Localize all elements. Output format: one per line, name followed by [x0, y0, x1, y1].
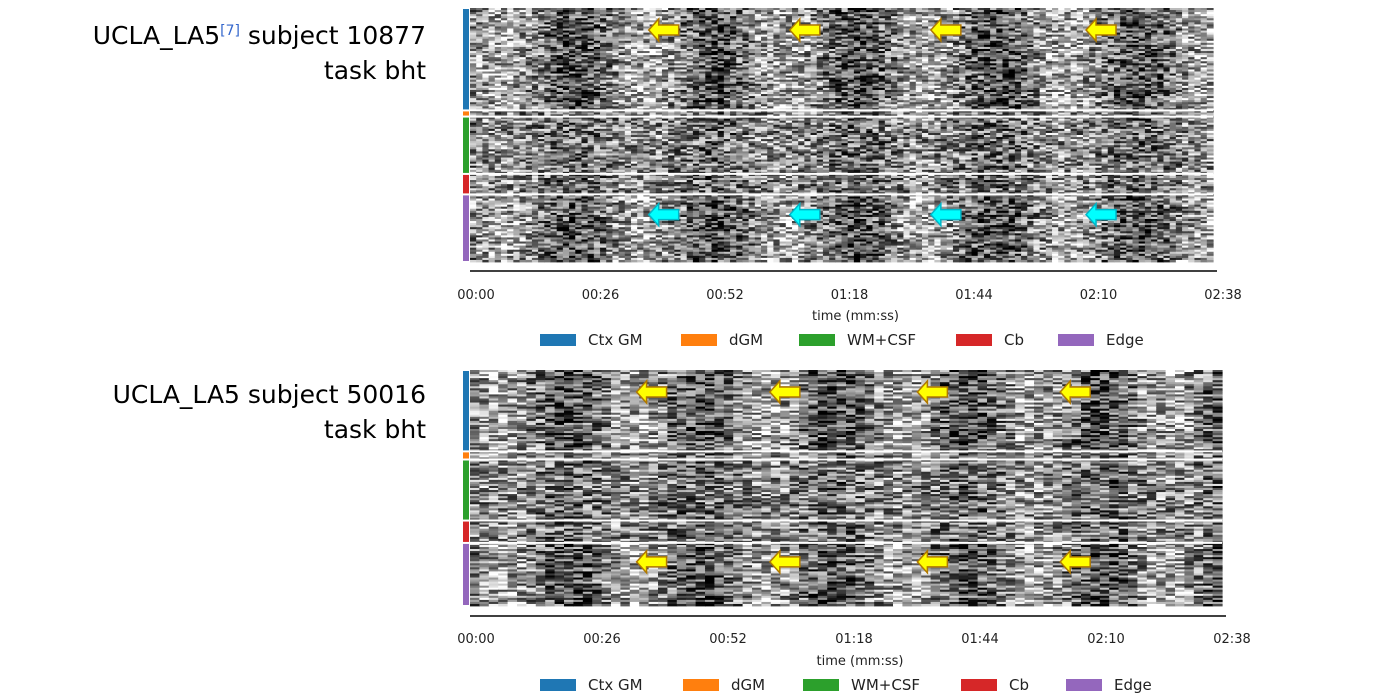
x-axis-label: time (mm:ss)	[817, 654, 904, 669]
heatmap-image	[470, 370, 1223, 606]
panel-2-subject: subject 50016	[240, 380, 426, 409]
legend-swatch-ctx-gm	[540, 679, 576, 691]
group-bar-edge	[463, 544, 469, 605]
arrow-icon	[637, 381, 667, 403]
legend-swatch-dgm	[683, 679, 719, 691]
legend-label: Cb	[1009, 676, 1029, 694]
panel-1-task: task bht	[93, 53, 426, 88]
legend-label: dGM	[731, 676, 765, 694]
arrow-icon	[790, 204, 820, 226]
arrow-icon	[649, 204, 679, 226]
x-axis-label: time (mm:ss)	[812, 309, 899, 324]
group-bar-wm-csf	[463, 118, 469, 173]
legend-swatch-cb	[956, 334, 992, 346]
legend-swatch-dgm	[681, 334, 717, 346]
legend-swatch-wm-csf	[803, 679, 839, 691]
panel-1-title-line1: UCLA_LA5[7] subject 10877	[93, 18, 426, 53]
arrow-icon	[1060, 551, 1090, 573]
x-tick-label: 01:44	[955, 288, 992, 303]
group-bar-ctx-gm	[463, 371, 469, 450]
x-tick-label: 00:00	[457, 632, 494, 647]
panel-2-title-line1: UCLA_LA5 subject 50016	[113, 377, 426, 412]
group-bar-cb	[463, 522, 469, 542]
legend-swatch-cb	[961, 679, 997, 691]
x-tick-label: 00:26	[583, 632, 620, 647]
group-bar-cb	[463, 175, 469, 193]
legend-label: WM+CSF	[851, 676, 920, 694]
arrow-icon	[649, 19, 679, 41]
arrow-icon	[1060, 381, 1090, 403]
arrow-icon	[1086, 19, 1116, 41]
panel-1-title: UCLA_LA5[7] subject 10877 task bht	[93, 18, 426, 88]
x-tick-label: 00:52	[709, 632, 746, 647]
panel-2-title: UCLA_LA5 subject 50016 task bht	[113, 377, 426, 447]
legend-swatch-wm-csf	[799, 334, 835, 346]
legend-label: Ctx GM	[588, 676, 643, 694]
x-tick-label: 02:10	[1080, 288, 1117, 303]
group-bar-edge	[463, 195, 469, 261]
legend-swatch-ctx-gm	[540, 334, 576, 346]
legend-label: Cb	[1004, 331, 1024, 349]
x-tick-label: 02:10	[1087, 632, 1124, 647]
group-bar-dgm	[463, 111, 469, 115]
x-tick-label: 01:18	[831, 288, 868, 303]
x-tick-label: 00:52	[706, 288, 743, 303]
x-tick-label: 01:44	[961, 632, 998, 647]
legend-label: WM+CSF	[847, 331, 916, 349]
legend-label: Ctx GM	[588, 331, 643, 349]
arrow-icon	[770, 551, 800, 573]
x-tick-label: 02:38	[1213, 632, 1250, 647]
legend-label: dGM	[729, 331, 763, 349]
group-bar-dgm	[463, 452, 469, 458]
group-bar-wm-csf	[463, 461, 469, 520]
legend-label: Edge	[1106, 331, 1144, 349]
x-tick-label: 00:00	[457, 288, 494, 303]
arrow-icon	[770, 381, 800, 403]
arrow-icon	[917, 551, 947, 573]
group-bar-ctx-gm	[463, 9, 469, 109]
heatmap-image	[470, 8, 1214, 262]
x-tick-label: 02:38	[1204, 288, 1241, 303]
arrow-icon	[790, 19, 820, 41]
panel-1-subject: subject 10877	[240, 21, 426, 50]
panel-1-dataset: UCLA_LA5	[93, 21, 220, 50]
arrow-icon	[931, 19, 961, 41]
legend-swatch-edge	[1058, 334, 1094, 346]
citation-link[interactable]: [7]	[220, 23, 240, 39]
x-tick-label: 01:18	[835, 632, 872, 647]
legend-label: Edge	[1114, 676, 1152, 694]
panel-2-task: task bht	[113, 412, 426, 447]
x-tick-label: 00:26	[582, 288, 619, 303]
arrow-icon	[1086, 204, 1116, 226]
panel-2-dataset: UCLA_LA5	[113, 380, 240, 409]
arrow-icon	[931, 204, 961, 226]
arrow-icon	[637, 551, 667, 573]
legend-swatch-edge	[1066, 679, 1102, 691]
arrow-icon	[917, 381, 947, 403]
